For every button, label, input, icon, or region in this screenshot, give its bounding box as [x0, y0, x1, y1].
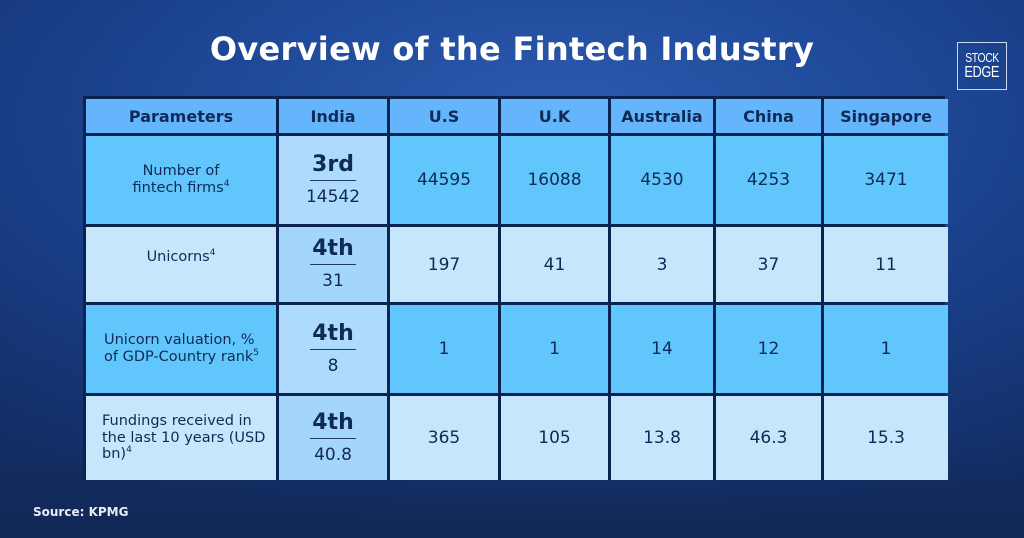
column-header-us: U.S	[390, 99, 498, 133]
logo-text-line1: STOCK	[965, 50, 999, 65]
india-rank: 4th	[310, 238, 356, 265]
table-cell: 1	[824, 305, 948, 393]
table-cell: 4253	[716, 136, 821, 224]
footnote-marker: 4	[223, 179, 230, 190]
column-header-india: India	[279, 99, 387, 133]
row-parameter-unicorns: Unicorns4	[86, 227, 276, 302]
india-cell-fintech-firms: 3rd 14542	[279, 136, 387, 224]
parameter-label: Unicorn valuation, % of GDP-Country rank	[104, 332, 255, 365]
table-cell: 365	[390, 396, 498, 480]
table-cell: 44595	[390, 136, 498, 224]
table-cell: 15.3	[824, 396, 948, 480]
parameter-label: Unicorns	[146, 249, 210, 265]
footnote-marker: 4	[209, 248, 216, 259]
table-cell: 1	[390, 305, 498, 393]
india-value: 14542	[305, 186, 361, 207]
table-cell: 14	[611, 305, 713, 393]
row-parameter-fundings: Fundings received in the last 10 years (…	[86, 396, 276, 480]
table-cell: 11	[824, 227, 948, 302]
india-value: 40.8	[314, 444, 352, 465]
india-rank: 4th	[310, 411, 356, 439]
column-header-singapore: Singapore	[824, 99, 948, 133]
parameter-label: Number of fintech firms	[132, 163, 224, 196]
india-value: 31	[322, 271, 344, 291]
table-cell: 197	[390, 227, 498, 302]
stockedge-logo: STOCK EDGE	[957, 42, 1007, 90]
table-cell: 46.3	[716, 396, 821, 480]
table-cell: 13.8	[611, 396, 713, 480]
india-cell-unicorns: 4th 31	[279, 227, 387, 302]
column-header-australia: Australia	[611, 99, 713, 133]
table-cell: 4530	[611, 136, 713, 224]
footnote-marker: 4	[126, 445, 132, 456]
india-rank: 4th	[310, 322, 356, 350]
table-cell: 12	[716, 305, 821, 393]
row-parameter-unicorn-valuation: Unicorn valuation, % of GDP-Country rank…	[86, 305, 276, 393]
india-cell-unicorn-valuation: 4th 8	[279, 305, 387, 393]
india-cell-fundings: 4th 40.8	[279, 396, 387, 480]
table-cell: 105	[501, 396, 608, 480]
fintech-overview-table: Parameters India U.S U.K Australia China…	[83, 96, 948, 480]
row-parameter-fintech-firms: Number of fintech firms4	[86, 136, 276, 224]
logo-text-line2: EDGE	[964, 64, 1000, 81]
footnote-marker: 5	[253, 348, 260, 359]
india-value: 8	[327, 355, 339, 376]
page-title: Overview of the Fintech Industry	[209, 30, 815, 68]
india-rank: 3rd	[310, 153, 356, 181]
table-cell: 1	[501, 305, 608, 393]
table-cell: 3	[611, 227, 713, 302]
column-header-uk: U.K	[501, 99, 608, 133]
table-cell: 37	[716, 227, 821, 302]
table-cell: 3471	[824, 136, 948, 224]
parameter-label: Fundings received in the last 10 years (…	[102, 412, 266, 463]
column-header-parameters: Parameters	[86, 99, 276, 133]
table-cell: 16088	[501, 136, 608, 224]
table-cell: 41	[501, 227, 608, 302]
source-note: Source: KPMG	[33, 505, 129, 519]
column-header-china: China	[716, 99, 821, 133]
